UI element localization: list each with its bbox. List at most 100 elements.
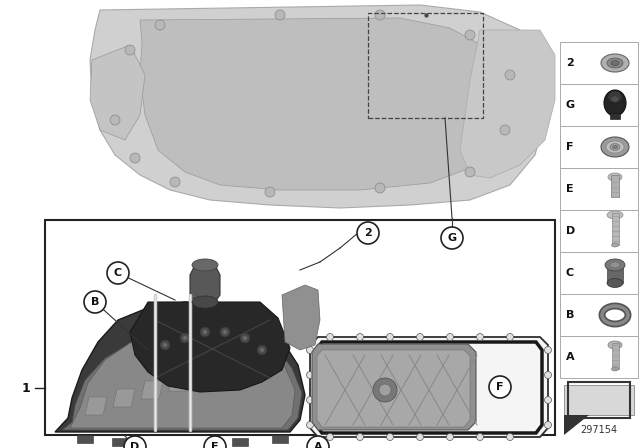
Circle shape: [170, 177, 180, 187]
Circle shape: [307, 422, 314, 428]
Ellipse shape: [611, 243, 618, 247]
Circle shape: [477, 434, 483, 440]
Bar: [611, 175, 619, 197]
Circle shape: [417, 333, 424, 340]
Text: G: G: [566, 100, 575, 110]
Circle shape: [465, 167, 475, 177]
Circle shape: [375, 10, 385, 20]
Circle shape: [375, 183, 385, 193]
Circle shape: [326, 434, 333, 440]
Circle shape: [259, 348, 264, 353]
Bar: [560, 336, 638, 378]
Polygon shape: [113, 389, 135, 407]
Polygon shape: [90, 5, 550, 208]
Bar: [560, 168, 638, 210]
Bar: [368, 13, 483, 118]
Ellipse shape: [610, 262, 620, 268]
Polygon shape: [90, 45, 145, 140]
Ellipse shape: [607, 211, 623, 219]
Circle shape: [265, 187, 275, 197]
Circle shape: [155, 20, 165, 30]
Polygon shape: [141, 381, 163, 399]
Bar: [45, 220, 555, 435]
Bar: [560, 210, 638, 252]
Ellipse shape: [607, 279, 623, 288]
Circle shape: [447, 434, 454, 440]
Circle shape: [275, 10, 285, 20]
Circle shape: [202, 329, 207, 335]
Polygon shape: [310, 337, 548, 437]
Bar: [77, 435, 93, 443]
Polygon shape: [140, 18, 505, 190]
Circle shape: [356, 333, 364, 340]
Circle shape: [505, 70, 515, 80]
Ellipse shape: [601, 137, 629, 157]
Polygon shape: [460, 30, 555, 178]
Ellipse shape: [605, 259, 625, 271]
Circle shape: [110, 115, 120, 125]
Ellipse shape: [612, 145, 618, 149]
Circle shape: [84, 291, 106, 313]
Circle shape: [373, 378, 397, 402]
Circle shape: [545, 346, 552, 353]
Text: D: D: [131, 442, 140, 448]
Circle shape: [307, 346, 314, 353]
Bar: [112, 438, 128, 446]
Circle shape: [545, 371, 552, 379]
Circle shape: [379, 384, 391, 396]
Circle shape: [545, 396, 552, 404]
Circle shape: [506, 333, 513, 340]
Circle shape: [180, 333, 190, 343]
Bar: [560, 42, 638, 84]
Circle shape: [130, 153, 140, 163]
Circle shape: [204, 436, 226, 448]
Text: B: B: [91, 297, 99, 307]
Circle shape: [387, 333, 394, 340]
Circle shape: [257, 345, 267, 355]
Bar: [611, 213, 618, 245]
Circle shape: [125, 45, 135, 55]
Text: 297154: 297154: [580, 425, 618, 435]
Polygon shape: [317, 350, 470, 427]
Text: F: F: [496, 382, 504, 392]
Ellipse shape: [611, 96, 619, 102]
Bar: [610, 113, 620, 119]
Ellipse shape: [604, 90, 626, 116]
Polygon shape: [169, 373, 191, 391]
Ellipse shape: [608, 341, 622, 349]
Polygon shape: [190, 265, 220, 302]
Circle shape: [220, 327, 230, 337]
Text: C: C: [566, 268, 574, 278]
Bar: [232, 438, 248, 446]
Bar: [560, 84, 638, 126]
Text: A: A: [314, 442, 323, 448]
Polygon shape: [85, 397, 107, 415]
Circle shape: [489, 376, 511, 398]
Ellipse shape: [608, 173, 622, 181]
Circle shape: [387, 434, 394, 440]
Circle shape: [356, 434, 364, 440]
Circle shape: [240, 333, 250, 343]
Circle shape: [160, 340, 170, 350]
Circle shape: [182, 336, 188, 340]
Circle shape: [107, 262, 129, 284]
Text: A: A: [566, 352, 575, 362]
Ellipse shape: [608, 91, 622, 103]
Text: E: E: [211, 442, 219, 448]
Text: F: F: [566, 142, 573, 152]
Text: G: G: [447, 233, 456, 243]
Text: 2: 2: [566, 58, 573, 68]
Ellipse shape: [611, 60, 619, 65]
Ellipse shape: [601, 54, 629, 72]
Polygon shape: [564, 385, 634, 415]
Ellipse shape: [192, 296, 218, 308]
Circle shape: [124, 436, 146, 448]
Circle shape: [465, 30, 475, 40]
Circle shape: [307, 371, 314, 379]
Circle shape: [417, 434, 424, 440]
Text: D: D: [566, 226, 575, 236]
Circle shape: [506, 434, 513, 440]
Circle shape: [441, 227, 463, 249]
Circle shape: [243, 336, 248, 340]
Ellipse shape: [611, 367, 618, 371]
